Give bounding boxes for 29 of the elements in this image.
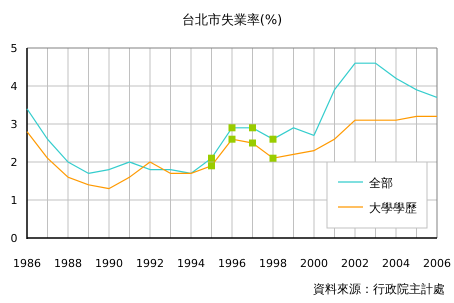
- x-tick-label: 2000: [300, 257, 328, 270]
- source-note: 資料來源：行政院主計處: [313, 282, 445, 296]
- y-tick-label: 0: [10, 232, 18, 245]
- x-tick-label: 2002: [341, 257, 369, 270]
- x-tick-label: 1996: [218, 257, 246, 270]
- point: [270, 154, 276, 162]
- point: [208, 162, 215, 170]
- y-tick-label: 3: [10, 118, 18, 131]
- x-tick-label: 1992: [136, 257, 164, 270]
- point: [228, 136, 236, 143]
- y-tick-label: 5: [10, 42, 18, 55]
- point: [249, 124, 256, 132]
- x-tick-label: 1998: [259, 257, 287, 270]
- x-tick-label: 1990: [95, 257, 123, 270]
- point: [249, 140, 256, 146]
- legend-label: 大學學歷: [369, 201, 417, 215]
- legend-label: 全部: [369, 176, 393, 190]
- y-tick-label: 4: [10, 80, 18, 93]
- x-tick-label: 2004: [382, 257, 410, 270]
- point: [208, 154, 215, 162]
- point: [270, 136, 276, 143]
- chart-title: 台北市失業率(%): [182, 12, 282, 28]
- x-tick-label: 1994: [177, 257, 205, 270]
- x-tick-label: 1988: [54, 257, 82, 270]
- y-tick-label: 1: [10, 194, 18, 207]
- x-tick-label: 2006: [423, 257, 451, 270]
- point: [228, 124, 236, 132]
- y-tick-label: 2: [10, 156, 18, 169]
- x-tick-label: 1986: [13, 257, 41, 270]
